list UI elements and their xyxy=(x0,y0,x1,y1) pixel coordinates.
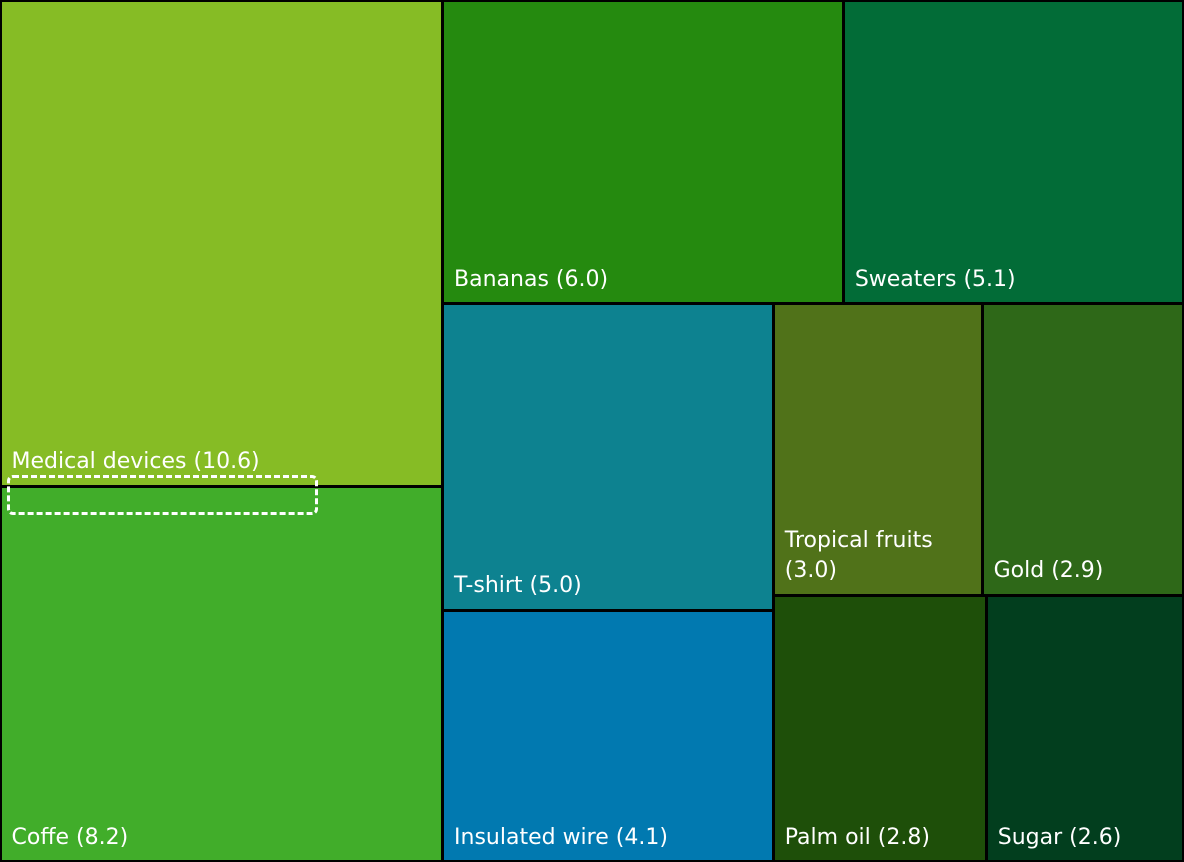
tile-label: Insulated wire (4.1) xyxy=(454,824,668,850)
tile-label: Sweaters (5.1) xyxy=(854,266,1016,292)
treemap-tile[interactable]: T-shirt (5.0) xyxy=(444,305,772,609)
treemap-tile[interactable]: Bananas (6.0) xyxy=(444,1,842,303)
treemap-tile[interactable]: Tropical fruits (3.0) xyxy=(774,305,981,594)
treemap-tile[interactable]: Insulated wire (4.1) xyxy=(444,611,772,861)
treemap-tile[interactable]: Gold (2.9) xyxy=(983,305,1183,594)
tile-label: T-shirt (5.0) xyxy=(454,573,582,599)
treemap-tile[interactable]: Medical devices (10.6) xyxy=(1,1,442,485)
tile-label: Palm oil (2.8) xyxy=(784,824,930,850)
treemap-tile[interactable]: Palm oil (2.8) xyxy=(774,596,985,861)
tile-label: Coffe (8.2) xyxy=(11,824,129,850)
tile-label: Gold (2.9) xyxy=(993,558,1104,584)
tile-label: Tropical fruits (3.0) xyxy=(784,528,933,584)
treemap-tile[interactable]: Coffe (8.2) xyxy=(1,487,442,861)
treemap-tile[interactable]: Sweaters (5.1) xyxy=(844,1,1183,303)
tile-label: Medical devices (10.6) xyxy=(11,448,260,474)
treemap-tile[interactable]: Sugar (2.6) xyxy=(987,596,1183,861)
tile-label: Bananas (6.0) xyxy=(454,266,609,292)
tile-label: Sugar (2.6) xyxy=(997,824,1122,850)
